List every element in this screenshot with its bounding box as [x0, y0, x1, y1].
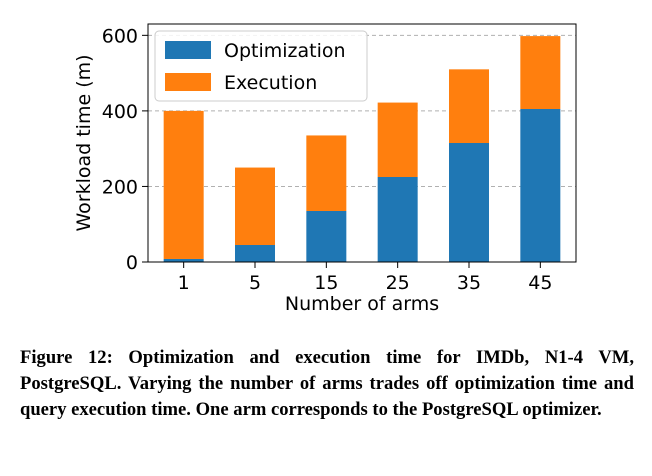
figure-caption: Figure 12: Optimization and execution ti… — [20, 347, 634, 420]
x-axis-ticks: 1 5 15 25 35 45 — [178, 262, 552, 294]
y-tick-label: 400 — [102, 101, 138, 123]
x-tick-label: 1 — [178, 272, 190, 294]
x-tick-label: 35 — [457, 272, 481, 294]
y-tick-label: 200 — [102, 176, 138, 198]
bar-execution-1 — [163, 110, 204, 259]
bar-optimization-35 — [449, 143, 489, 262]
bar-execution-45 — [520, 36, 561, 109]
bar-execution-15 — [306, 135, 347, 211]
bar-execution-25 — [377, 102, 418, 177]
bar-optimization-5 — [235, 245, 275, 262]
bar-execution-35 — [449, 69, 489, 143]
x-tick-label: 15 — [314, 272, 338, 294]
x-tick-label: 25 — [386, 272, 410, 294]
x-tick-label: 5 — [249, 272, 261, 294]
plot-frame — [147, 23, 577, 263]
y-tick-label: 0 — [126, 252, 138, 274]
bars-group — [163, 36, 561, 262]
x-tick-label: 45 — [528, 272, 552, 294]
bar-execution-5 — [235, 167, 275, 245]
bar-optimization-45 — [520, 109, 561, 262]
bar-optimization-25 — [377, 177, 418, 262]
legend-swatch-execution — [165, 73, 211, 91]
bar-optimization-15 — [306, 211, 347, 262]
legend-swatch-optimization — [165, 41, 211, 59]
legend-label-execution: Execution — [224, 72, 317, 94]
bar-optimization-1 — [163, 258, 204, 262]
x-axis-label: Number of arms — [285, 293, 439, 315]
legend: Optimization Execution — [154, 30, 368, 102]
y-tick-label: 600 — [102, 25, 138, 47]
y-axis-ticks: 0 200 400 600 — [102, 25, 148, 274]
y-axis-label: Workload time (m) — [73, 54, 95, 231]
legend-label-optimization: Optimization — [224, 40, 346, 62]
